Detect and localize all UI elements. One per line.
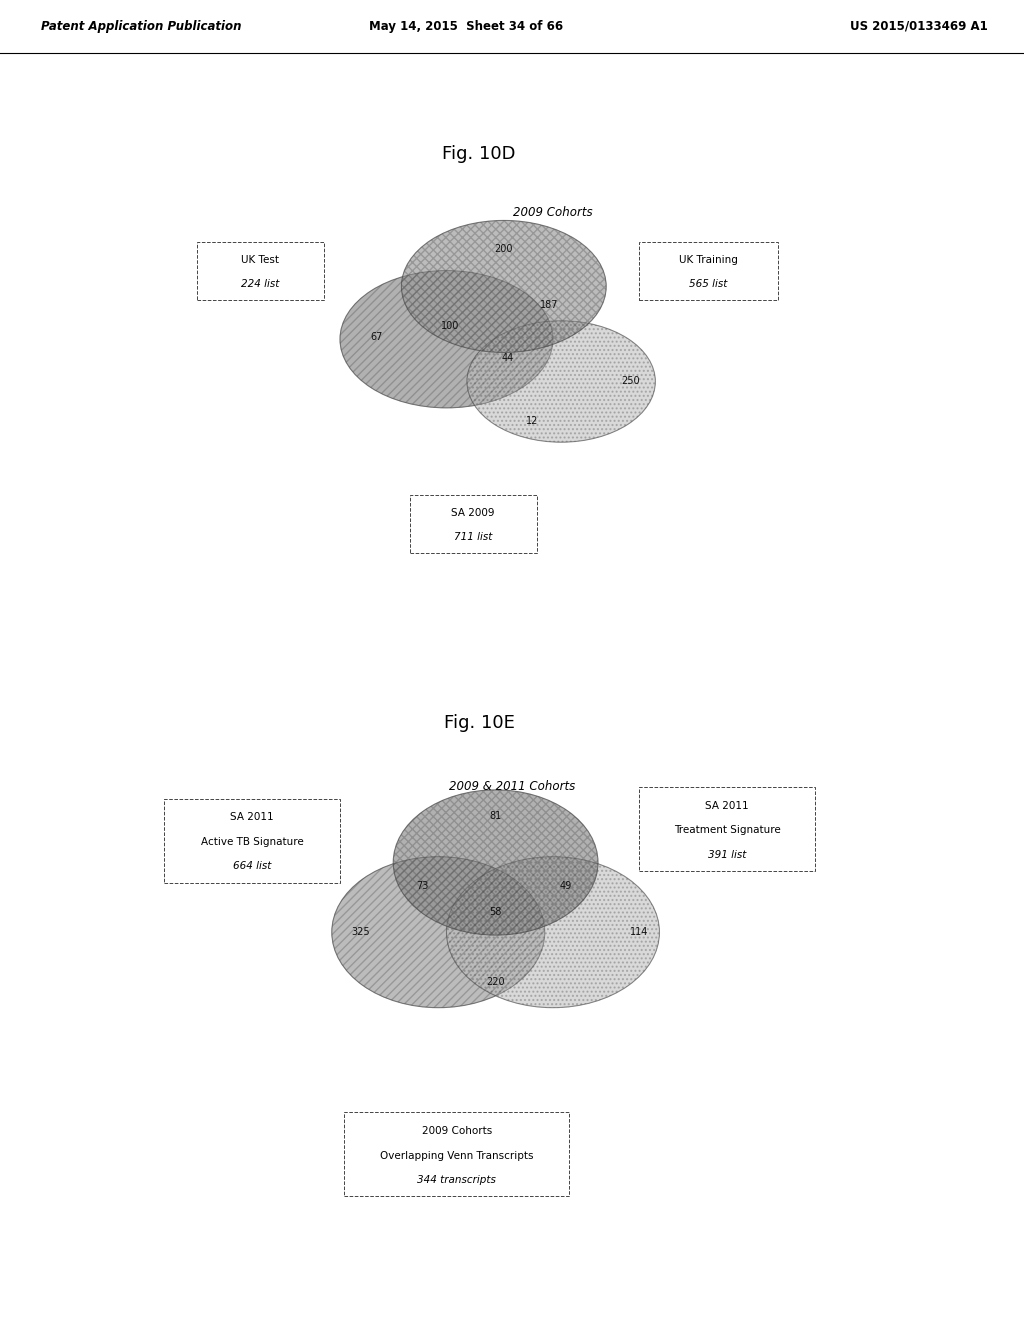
Text: May 14, 2015  Sheet 34 of 66: May 14, 2015 Sheet 34 of 66 (369, 20, 563, 33)
Text: 2009 Cohorts: 2009 Cohorts (513, 206, 593, 219)
Text: Overlapping Venn Transcripts: Overlapping Venn Transcripts (380, 1151, 534, 1160)
Text: US 2015/0133469 A1: US 2015/0133469 A1 (850, 20, 988, 33)
Text: Patent Application Publication: Patent Application Publication (41, 20, 242, 33)
Text: 325: 325 (351, 927, 370, 937)
Text: 2009 & 2011 Cohorts: 2009 & 2011 Cohorts (449, 780, 575, 793)
Text: 200: 200 (495, 244, 513, 255)
Text: 67: 67 (371, 331, 383, 342)
Text: 49: 49 (559, 880, 571, 891)
Text: Fig. 10E: Fig. 10E (443, 714, 515, 733)
FancyBboxPatch shape (410, 495, 537, 553)
Text: 711 list: 711 list (454, 532, 493, 543)
Text: SA 2011: SA 2011 (706, 801, 749, 810)
Text: 344 transcripts: 344 transcripts (417, 1175, 497, 1185)
Text: 565 list: 565 list (689, 279, 728, 289)
Text: Treatment Signature: Treatment Signature (674, 825, 780, 836)
Text: 12: 12 (526, 416, 539, 426)
Text: 58: 58 (489, 907, 502, 917)
Circle shape (467, 321, 655, 442)
Text: 81: 81 (489, 810, 502, 821)
Text: 73: 73 (416, 880, 428, 891)
Text: 114: 114 (630, 927, 648, 937)
Circle shape (401, 220, 606, 352)
Text: 187: 187 (540, 300, 558, 310)
Text: UK Test: UK Test (241, 255, 280, 265)
Text: Active TB Signature: Active TB Signature (201, 837, 303, 847)
Text: 391 list: 391 list (708, 850, 746, 859)
FancyBboxPatch shape (344, 1113, 569, 1196)
FancyBboxPatch shape (639, 787, 815, 871)
FancyBboxPatch shape (164, 799, 340, 883)
FancyBboxPatch shape (197, 242, 324, 300)
Text: Fig. 10D: Fig. 10D (442, 145, 516, 164)
Text: 44: 44 (502, 352, 514, 363)
Text: SA 2009: SA 2009 (452, 508, 495, 519)
Text: 224 list: 224 list (241, 279, 280, 289)
Circle shape (393, 789, 598, 935)
Text: 2009 Cohorts: 2009 Cohorts (422, 1126, 492, 1137)
Text: 664 list: 664 list (232, 862, 271, 871)
Text: SA 2011: SA 2011 (230, 812, 273, 822)
Text: UK Training: UK Training (679, 255, 738, 265)
Circle shape (340, 271, 553, 408)
Text: 250: 250 (622, 376, 640, 387)
Text: 100: 100 (441, 321, 460, 331)
Text: 220: 220 (486, 977, 505, 986)
FancyBboxPatch shape (639, 242, 778, 300)
Circle shape (332, 857, 545, 1007)
Circle shape (446, 857, 659, 1007)
